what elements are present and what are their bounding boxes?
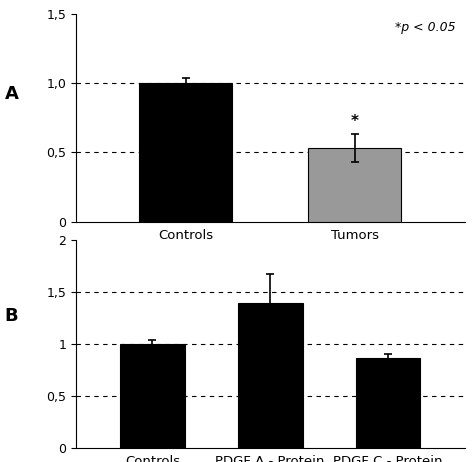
Text: *p < 0.05: *p < 0.05 [395,21,456,34]
Bar [308,148,401,222]
Text: A: A [5,85,18,103]
Bar [120,344,185,448]
Bar [238,303,302,448]
Text: *: * [351,114,359,129]
Bar [356,358,420,448]
Bar [139,83,232,222]
Text: B: B [5,307,18,325]
